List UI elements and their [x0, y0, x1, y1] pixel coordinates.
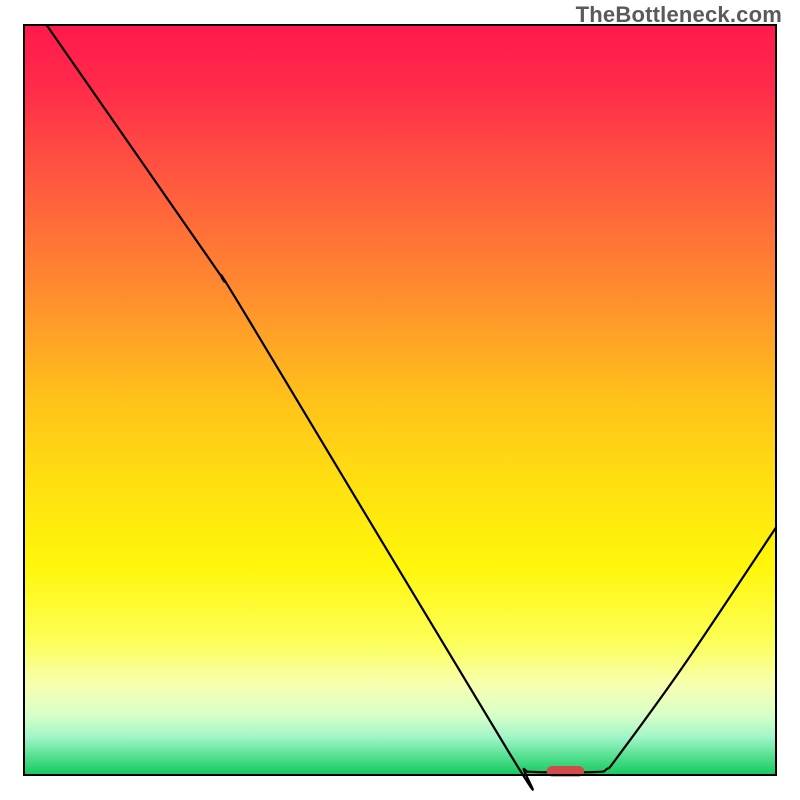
bottleneck-chart — [0, 0, 800, 800]
chart-container: TheBottleneck.com — [0, 0, 800, 800]
watermark-text: TheBottleneck.com — [576, 2, 782, 28]
chart-background — [24, 25, 776, 775]
